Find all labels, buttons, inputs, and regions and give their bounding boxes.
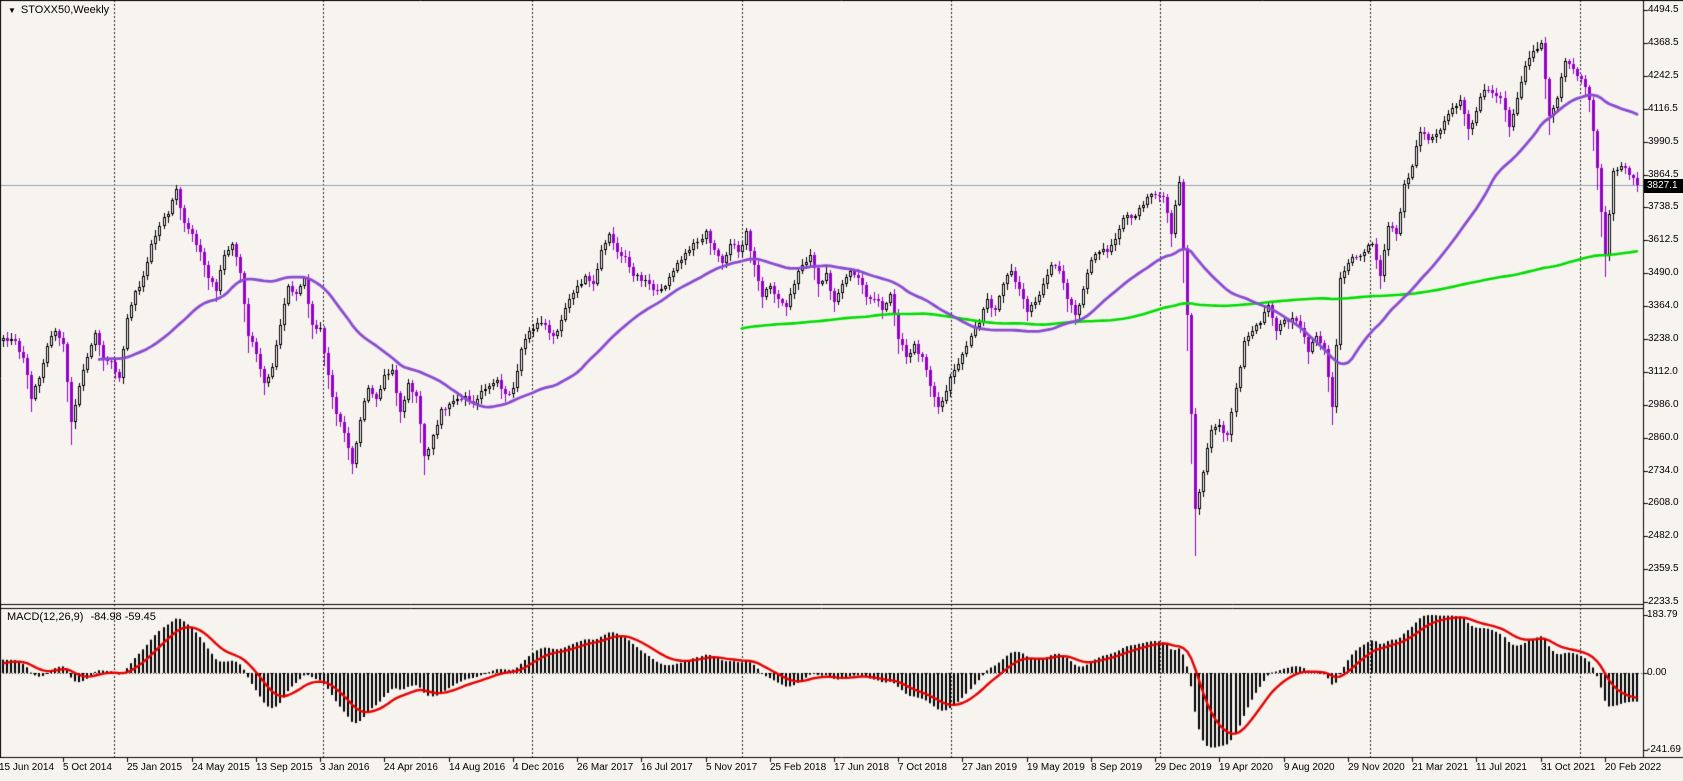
macd-axis-label: 183.79 [1647, 609, 1678, 620]
price-axis-label: 3364.0 [1648, 300, 1679, 311]
price-axis-label: 2482.0 [1648, 530, 1679, 541]
date-axis-label: 25 Feb 2018 [770, 762, 827, 773]
date-axis-label: 11 Jul 2021 [1476, 762, 1527, 773]
price-axis-label: 2734.0 [1648, 465, 1679, 476]
price-axis-label: 3738.5 [1648, 201, 1679, 212]
date-axis-label: 13 Sep 2015 [256, 762, 313, 773]
date-axis-label: 5 Nov 2017 [706, 762, 758, 773]
date-axis-label: 25 Jan 2015 [127, 762, 183, 773]
date-axis-label: 17 Jun 2018 [834, 762, 890, 773]
date-axis-label: 20 Feb 2022 [1605, 762, 1662, 773]
price-axis-label: 2860.0 [1648, 432, 1679, 443]
price-axis-label: 3112.0 [1648, 366, 1678, 377]
date-axis-label: 21 Mar 2021 [1412, 762, 1469, 773]
price-axis-label: 2359.5 [1648, 563, 1679, 574]
price-axis-label: 3864.5 [1648, 169, 1679, 180]
price-axis-label: 4368.5 [1648, 37, 1679, 48]
price-axis-label: 4242.5 [1648, 70, 1679, 81]
date-axis-label: 3 Jan 2016 [320, 762, 370, 773]
symbol-label: ▼ STOXX50,Weekly [8, 4, 109, 16]
date-axis-label: 29 Dec 2019 [1155, 762, 1212, 773]
price-axis-label: 3238.0 [1648, 333, 1679, 344]
date-axis-label: 7 Oct 2018 [898, 762, 947, 773]
symbol-dropdown-icon[interactable]: ▼ [8, 5, 16, 15]
date-axis-label: 9 Aug 2020 [1284, 762, 1335, 773]
macd-axis-label: -241.69 [1647, 744, 1681, 755]
date-axis-label: 19 Apr 2020 [1219, 762, 1273, 773]
price-axis-label: 2608.0 [1648, 497, 1679, 508]
macd-indicator-label: MACD(12,26,9) -84.98 -59.45 [7, 611, 156, 623]
price-axis-label: 4494.5 [1648, 4, 1679, 15]
date-axis-label: 24 May 2015 [192, 762, 250, 773]
symbol-timeframe-text: STOXX50,Weekly [20, 4, 110, 16]
date-axis-label: 15 Jun 2014 [0, 762, 55, 773]
date-axis-label: 5 Oct 2014 [63, 762, 112, 773]
macd-axis-label: 0.00 [1647, 667, 1667, 678]
date-axis-label: 16 Jul 2017 [641, 762, 693, 773]
date-axis-label: 19 May 2019 [1027, 762, 1085, 773]
date-axis-label: 24 Apr 2016 [384, 762, 438, 773]
date-axis-label: 8 Sep 2019 [1091, 762, 1143, 773]
price-axis-label: 2986.0 [1648, 399, 1679, 410]
price-axis-label: 4116.5 [1648, 103, 1678, 114]
price-axis-label: 2233.5 [1648, 596, 1679, 607]
date-axis-label: 27 Jan 2019 [962, 762, 1018, 773]
price-axis-label: 3990.5 [1648, 136, 1679, 147]
price-axis-label: 3490.0 [1648, 267, 1679, 278]
macd-name: MACD(12,26,9) [7, 611, 84, 623]
date-axis-label: 29 Nov 2020 [1348, 762, 1405, 773]
date-axis-label: 31 Oct 2021 [1541, 762, 1596, 773]
macd-current-values: -84.98 -59.45 [90, 611, 156, 623]
date-axis-label: 26 Mar 2017 [577, 762, 634, 773]
current-price-badge: 3827.1 [1644, 179, 1683, 193]
date-axis-label: 4 Dec 2016 [513, 762, 565, 773]
price-axis-label: 3612.5 [1648, 234, 1679, 245]
date-axis-label: 14 Aug 2016 [449, 762, 506, 773]
